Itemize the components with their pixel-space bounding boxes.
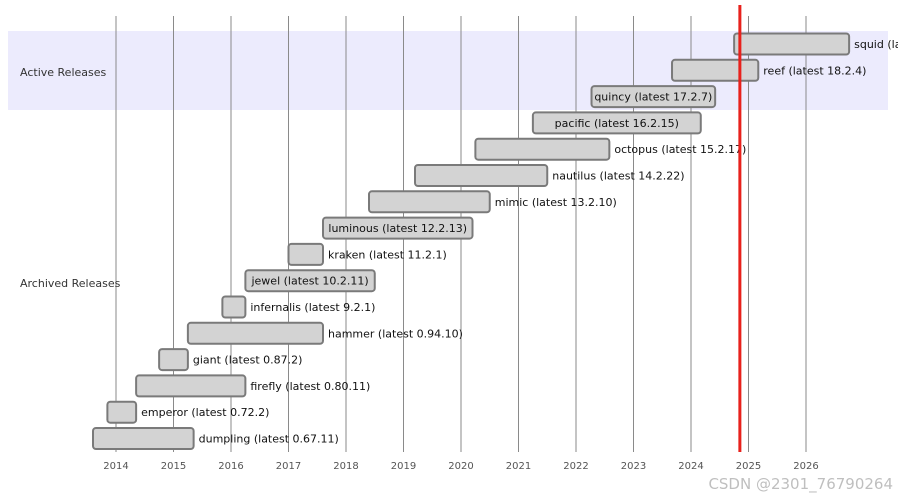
x-tick-label: 2020 [448, 461, 473, 472]
release-bar [474, 137, 611, 161]
release-label: kraken (latest 11.2.1) [328, 248, 447, 261]
release-label: nautilus (latest 14.2.22) [552, 170, 684, 183]
release-bar [733, 32, 851, 56]
x-tick-label: 2025 [736, 461, 761, 472]
release-bar [106, 400, 138, 424]
release-bar [322, 216, 474, 240]
section-label-archived: Archived Releases [20, 277, 121, 290]
x-tick-label: 2015 [161, 461, 186, 472]
x-tick-label: 2026 [793, 461, 818, 472]
release-labels: squid (latest 19.2.0) reef (latest 18.2.4… [141, 38, 898, 446]
release-bar [414, 164, 549, 187]
release-bar [186, 321, 324, 345]
release-bar [135, 374, 247, 398]
release-bar [158, 348, 189, 372]
release-label: infernalis (latest 9.2.1) [250, 301, 375, 314]
x-tick-label: 2023 [621, 461, 646, 472]
x-tick-label: 2014 [103, 461, 128, 472]
release-label: quincy (latest 17.2.7) [594, 91, 712, 104]
x-tick-label: 2017 [276, 461, 301, 472]
release-bar [287, 242, 324, 266]
release-bars [92, 32, 851, 450]
release-bar [244, 269, 376, 293]
release-label: pacific (latest 16.2.15) [555, 117, 679, 130]
release-label: reef (latest 18.2.4) [763, 64, 866, 77]
release-bar [92, 427, 195, 450]
x-tick-label: 2019 [391, 461, 416, 472]
x-tick-label: 2024 [678, 461, 703, 472]
release-label: dumpling (latest 0.67.11) [199, 433, 339, 446]
release-label: firefly (latest 0.80.11) [250, 380, 370, 393]
release-bar [368, 190, 491, 214]
release-label: hammer (latest 0.94.10) [328, 327, 463, 340]
section-label-active: Active Releases [20, 66, 107, 79]
release-bar [531, 111, 702, 135]
year-axis: 2014 2015 2016 2017 2018 2019 2020 2021 2022 2023… [103, 461, 818, 472]
release-label: octopus (latest 15.2.17) [614, 143, 746, 156]
release-bar [671, 58, 760, 82]
release-label: mimic (latest 13.2.10) [495, 196, 617, 209]
release-label: emperor (latest 0.72.2) [141, 406, 269, 419]
release-bar [221, 295, 247, 319]
release-label: squid (latest 19.2.0) [854, 38, 898, 51]
grid-lines [115, 16, 807, 452]
x-tick-label: 2021 [506, 461, 531, 472]
x-tick-label: 2018 [333, 461, 358, 472]
x-tick-label: 2016 [218, 461, 243, 472]
release-label: jewel (latest 10.2.11) [250, 275, 368, 288]
release-bar [590, 85, 717, 109]
x-tick-label: 2022 [563, 461, 588, 472]
release-label: giant (latest 0.87.2) [193, 354, 303, 367]
watermark: CSDN @2301_76790264 [708, 475, 893, 494]
release-label: luminous (latest 12.2.13) [328, 222, 467, 235]
